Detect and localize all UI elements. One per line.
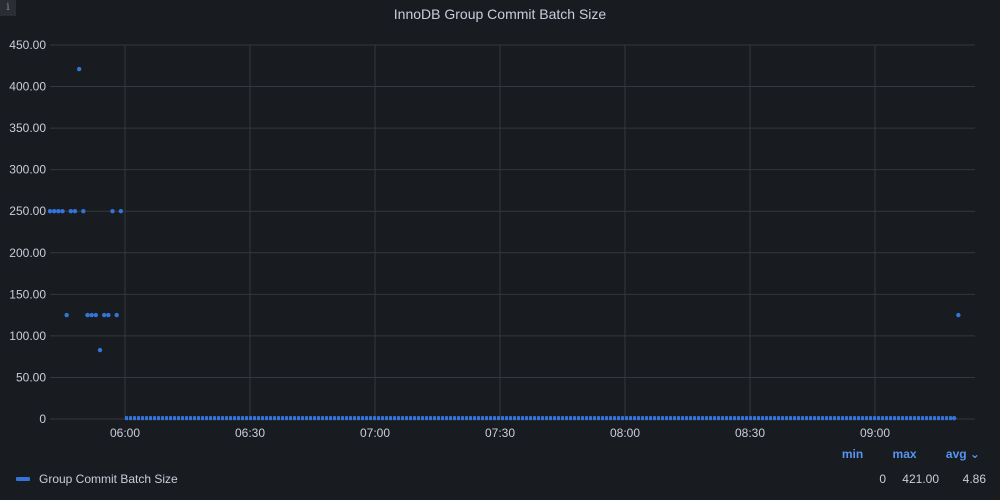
y-tick-label: 0 — [39, 412, 46, 426]
legend-min-value: 0 — [879, 472, 886, 486]
data-point[interactable] — [77, 67, 81, 71]
x-tick-label: 09:00 — [860, 426, 890, 440]
data-point[interactable] — [69, 209, 73, 213]
data-point[interactable] — [60, 209, 64, 213]
x-tick-label: 08:30 — [735, 426, 765, 440]
data-point[interactable] — [56, 209, 60, 213]
data-point[interactable] — [81, 209, 85, 213]
x-tick-label: 07:00 — [360, 426, 390, 440]
data-point[interactable] — [89, 313, 93, 317]
legend-color-swatch — [16, 477, 30, 481]
y-tick-label: 50.00 — [16, 370, 46, 384]
data-point[interactable] — [52, 209, 56, 213]
y-tick-label: 100.00 — [9, 329, 46, 343]
legend-header-max[interactable]: max — [893, 447, 917, 461]
x-axis-ticks: 06:00 06:30 07:00 07:30 08:00 08:30 09:00 — [110, 426, 890, 440]
data-point[interactable] — [98, 348, 102, 352]
y-tick-label: 150.00 — [9, 287, 46, 301]
data-point[interactable] — [106, 313, 110, 317]
series-group-commit-batch-size — [48, 67, 961, 420]
legend-header-avg[interactable]: avg ⌄ — [946, 447, 980, 461]
legend-series-name[interactable]: Group Commit Batch Size — [39, 472, 178, 486]
y-tick-label: 300.00 — [9, 163, 46, 177]
chart: 0 50.00 100.00 150.00 200.00 250.00 300.00 350.… — [0, 0, 1000, 445]
legend-header-min[interactable]: min — [842, 447, 863, 461]
legend-item[interactable]: Group Commit Batch Size 0 421.00 4.86 — [14, 470, 986, 488]
y-tick-label: 200.00 — [9, 246, 46, 260]
data-point[interactable] — [102, 313, 106, 317]
data-point[interactable] — [64, 313, 68, 317]
data-point[interactable] — [952, 416, 956, 420]
data-point[interactable] — [94, 313, 98, 317]
data-point[interactable] — [85, 313, 89, 317]
y-axis-ticks: 0 50.00 100.00 150.00 200.00 250.00 300.00 350.… — [9, 38, 46, 426]
legend-avg-value: 4.86 — [963, 472, 986, 486]
data-point[interactable] — [114, 313, 118, 317]
grid-lines — [50, 45, 975, 419]
y-tick-label: 400.00 — [9, 80, 46, 94]
y-tick-label: 450.00 — [9, 38, 46, 52]
x-tick-label: 06:30 — [235, 426, 265, 440]
data-point[interactable] — [956, 313, 960, 317]
data-point[interactable] — [73, 209, 77, 213]
data-point[interactable] — [110, 209, 114, 213]
legend-header: min max avg ⌄ — [842, 447, 980, 461]
y-tick-label: 350.00 — [9, 121, 46, 135]
y-tick-label: 250.00 — [9, 204, 46, 218]
data-point[interactable] — [119, 209, 123, 213]
x-tick-label: 06:00 — [110, 426, 140, 440]
legend-max-value: 421.00 — [902, 472, 939, 486]
data-point[interactable] — [48, 209, 52, 213]
x-tick-label: 08:00 — [610, 426, 640, 440]
x-tick-label: 07:30 — [485, 426, 515, 440]
